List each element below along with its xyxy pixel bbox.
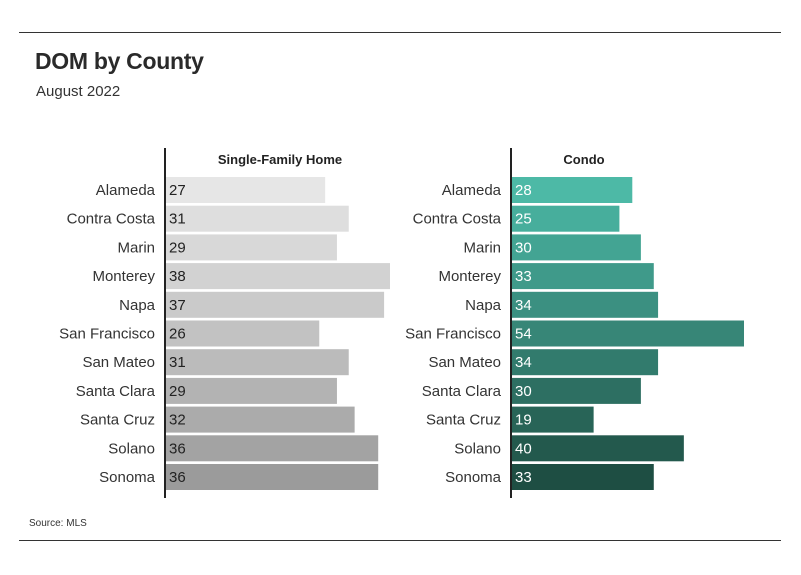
category-label: Napa bbox=[465, 297, 502, 314]
value-label: 29 bbox=[169, 383, 186, 400]
value-label: 33 bbox=[515, 469, 532, 486]
category-label: Contra Costa bbox=[67, 211, 156, 228]
value-label: 32 bbox=[169, 412, 186, 429]
category-label: Sonoma bbox=[445, 469, 502, 486]
value-label: 34 bbox=[515, 297, 532, 314]
category-label: Alameda bbox=[96, 182, 156, 199]
category-label: Marin bbox=[117, 239, 155, 256]
bar bbox=[166, 205, 349, 232]
bar bbox=[512, 464, 654, 490]
bar bbox=[512, 234, 641, 261]
category-label: Marin bbox=[463, 239, 501, 256]
source-note: Source: MLS bbox=[29, 518, 87, 529]
category-label: Santa Clara bbox=[76, 383, 156, 400]
category-label: Alameda bbox=[442, 182, 502, 199]
category-label: Solano bbox=[454, 440, 501, 457]
bottom-rule bbox=[19, 540, 781, 541]
value-label: 31 bbox=[169, 211, 186, 228]
value-label: 36 bbox=[169, 469, 186, 486]
value-label: 26 bbox=[169, 326, 186, 343]
condo-panel: Condo 28 Alameda 25 Contra Costa 30 Marin 33 Mon… bbox=[405, 148, 744, 498]
value-label: 19 bbox=[515, 412, 532, 429]
bar bbox=[166, 464, 379, 490]
bar bbox=[512, 177, 633, 203]
panel-title: Condo bbox=[563, 152, 604, 167]
value-label: 31 bbox=[169, 354, 186, 371]
bar bbox=[512, 349, 659, 376]
chart-subtitle: August 2022 bbox=[36, 83, 121, 100]
category-label: San Francisco bbox=[59, 326, 155, 343]
category-label: Santa Cruz bbox=[80, 412, 155, 429]
category-label: Santa Clara bbox=[422, 383, 502, 400]
bar bbox=[512, 377, 641, 404]
chart-title: DOM by County bbox=[35, 48, 204, 74]
category-label: Solano bbox=[108, 440, 155, 457]
bar bbox=[166, 291, 385, 318]
category-label: San Mateo bbox=[428, 354, 501, 371]
bar bbox=[166, 234, 337, 261]
bar bbox=[512, 291, 659, 318]
value-label: 40 bbox=[515, 440, 532, 457]
bar bbox=[512, 320, 744, 347]
single-family-home-panel: Single-Family Home 27 Alameda 31 Contra Cost… bbox=[59, 148, 390, 498]
value-label: 54 bbox=[515, 326, 532, 343]
bar bbox=[166, 177, 326, 203]
category-label: San Francisco bbox=[405, 326, 501, 343]
panel-title: Single-Family Home bbox=[218, 152, 342, 167]
bar bbox=[166, 320, 320, 347]
bar bbox=[166, 263, 390, 290]
category-label: Monterey bbox=[438, 268, 501, 285]
category-label: San Mateo bbox=[82, 354, 155, 371]
category-label: Sonoma bbox=[99, 469, 156, 486]
category-label: Napa bbox=[119, 297, 156, 314]
category-label: Contra Costa bbox=[413, 211, 502, 228]
top-rule bbox=[19, 32, 781, 33]
value-label: 33 bbox=[515, 268, 532, 285]
value-label: 34 bbox=[515, 354, 532, 371]
value-label: 27 bbox=[169, 182, 186, 199]
category-label: Monterey bbox=[92, 268, 155, 285]
value-label: 37 bbox=[169, 297, 186, 314]
bar bbox=[166, 406, 355, 433]
value-label: 28 bbox=[515, 182, 532, 199]
bar bbox=[166, 349, 349, 376]
bar bbox=[512, 263, 654, 290]
bar bbox=[166, 435, 379, 462]
value-label: 25 bbox=[515, 211, 532, 228]
value-label: 30 bbox=[515, 239, 532, 256]
value-label: 38 bbox=[169, 268, 186, 285]
bar bbox=[512, 205, 620, 232]
value-label: 30 bbox=[515, 383, 532, 400]
bar bbox=[166, 377, 337, 404]
bar bbox=[512, 435, 684, 462]
value-label: 36 bbox=[169, 440, 186, 457]
category-label: Santa Cruz bbox=[426, 412, 501, 429]
value-label: 29 bbox=[169, 239, 186, 256]
bar bbox=[512, 406, 594, 433]
